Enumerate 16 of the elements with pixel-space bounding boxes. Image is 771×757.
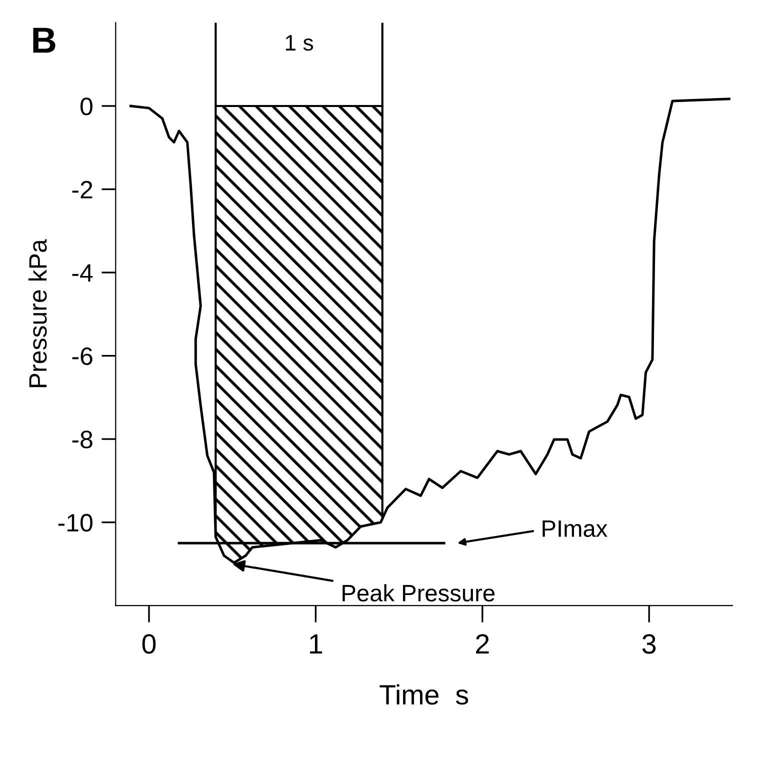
x-tick-label: 2 <box>476 634 489 654</box>
y-axis-title: Pressure kPa <box>28 239 47 388</box>
y-tick-label: -4 <box>72 264 93 282</box>
y-tick-label: -8 <box>72 430 92 448</box>
x-tick-label: 1 <box>310 634 322 654</box>
annotation: PImax <box>542 520 608 537</box>
y-tick-label: -10 <box>58 514 92 532</box>
x-axis-title: Time s <box>380 684 468 705</box>
x-tick-label: 3 <box>642 634 656 654</box>
y-tick-label: 0 <box>80 98 92 116</box>
chart-title: B <box>33 28 56 53</box>
annotation: Peak Pressure <box>342 584 495 602</box>
annotation: 1 s <box>286 35 314 51</box>
y-tick-label: -2 <box>72 180 92 198</box>
y-tick-label: -6 <box>72 347 92 366</box>
x-tick-label: 0 <box>142 634 156 654</box>
